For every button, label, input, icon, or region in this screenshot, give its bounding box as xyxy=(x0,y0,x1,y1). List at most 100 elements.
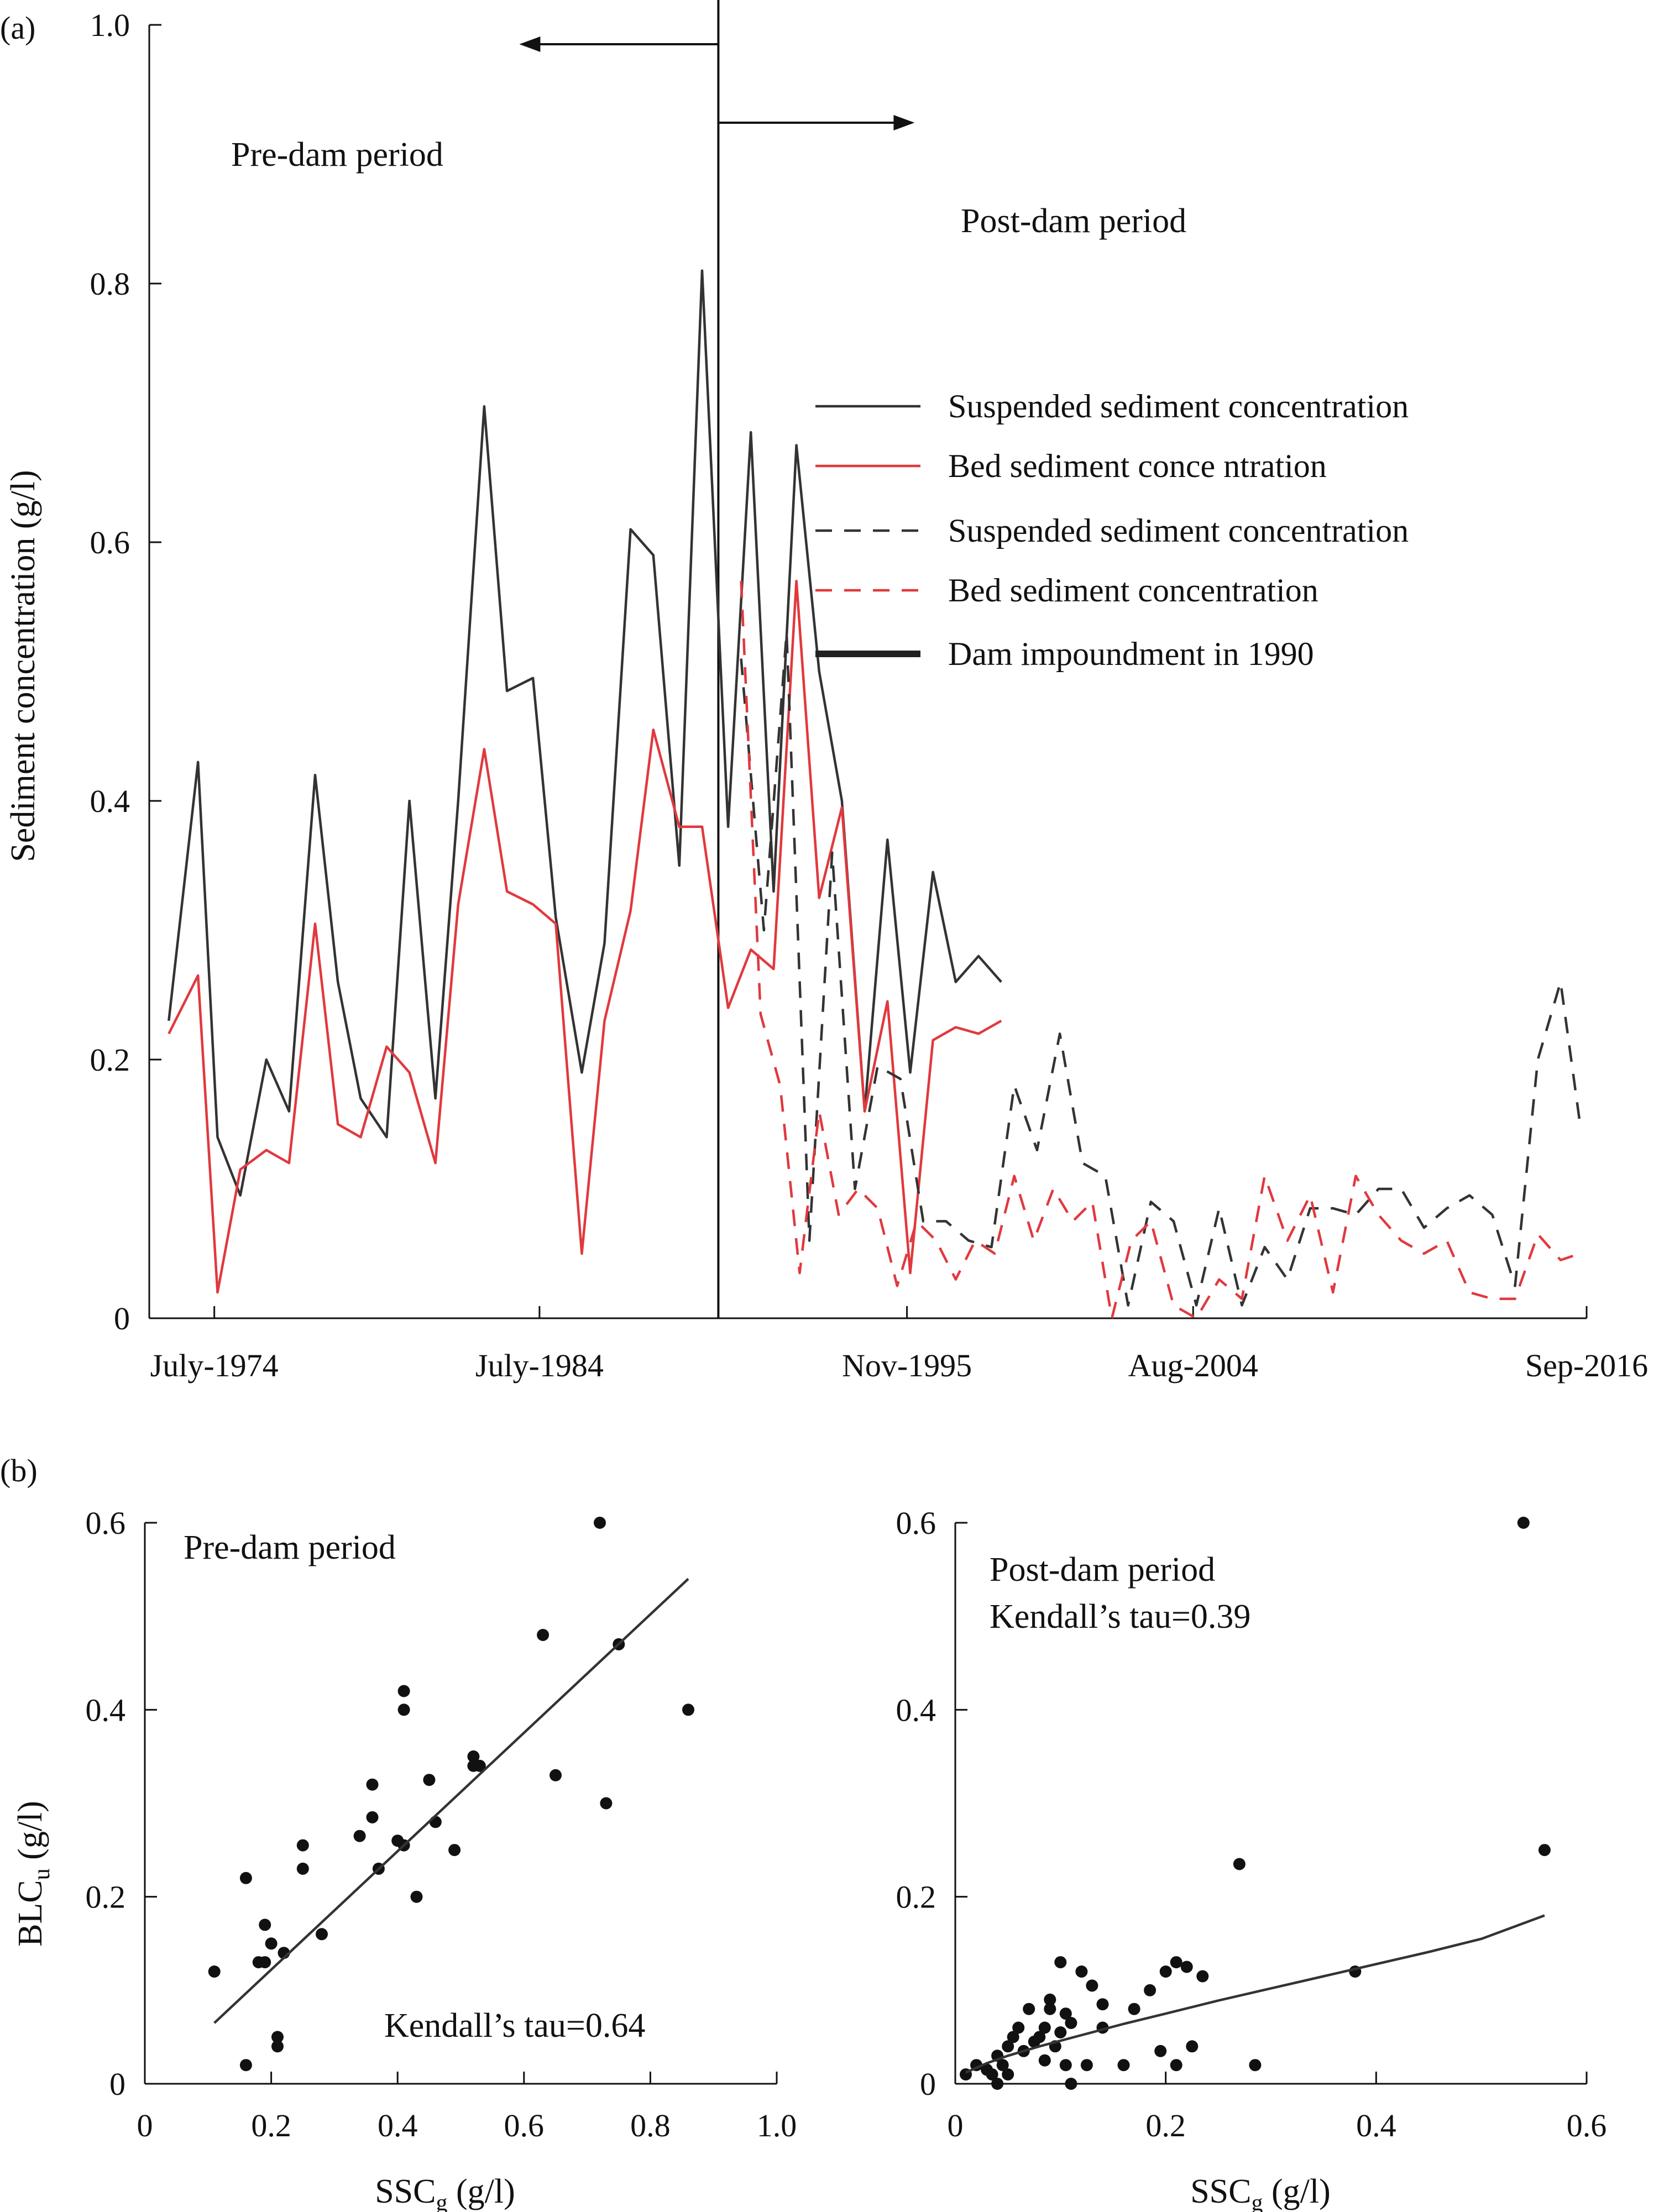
y-tick-label: 0 xyxy=(920,2066,936,2102)
scatter-point xyxy=(353,1830,366,1842)
scatter-point xyxy=(1044,1993,1056,2006)
x-axis-label-b1: SSCg (g/l) xyxy=(375,2173,515,2212)
scatter-point xyxy=(473,1759,486,1772)
x-tick-label: 0.2 xyxy=(251,2108,291,2143)
y-tick-label-a: 0.6 xyxy=(90,525,130,560)
scatter-point xyxy=(1080,2059,1093,2072)
scatter-point xyxy=(1154,2045,1167,2057)
scatter-point xyxy=(1038,2021,1051,2034)
y-tick-label-a: 1.0 xyxy=(90,7,130,43)
y-tick-label: 0.2 xyxy=(896,1879,936,1915)
panel-label-b: (b) xyxy=(0,1453,38,1488)
legend-label-1: Bed sediment conce ntration xyxy=(948,448,1327,484)
scatter-point xyxy=(423,1774,436,1786)
scatter-point xyxy=(1144,1984,1157,1996)
x-tick-label-a: Nov-1995 xyxy=(842,1348,972,1383)
scatter-point xyxy=(1065,2078,1077,2090)
series-line-1 xyxy=(168,579,1002,1294)
x-tick-label-a: July-1974 xyxy=(150,1348,279,1383)
scatter-point xyxy=(429,1816,442,1828)
scatter-point xyxy=(1086,1979,1098,1992)
scatter-point xyxy=(397,1703,410,1716)
y-tick-label: 0.6 xyxy=(896,1505,936,1541)
scatter-point xyxy=(316,1928,328,1941)
fit-line xyxy=(213,1577,689,2024)
scatter-point xyxy=(410,1890,423,1903)
scatter-point xyxy=(1180,1961,1193,1973)
scatter-chart-pre: BLCu (g/l) SSCg (g/l) Pre-dam period Ken… xyxy=(12,1505,797,2212)
scatter-point xyxy=(594,1517,606,1529)
y-axis-label-a: Sediment concentration (g/l) xyxy=(4,470,42,862)
scatter-point xyxy=(271,2031,284,2043)
y-tick-label-a: 0.8 xyxy=(90,266,130,302)
scatter-point xyxy=(1538,1844,1551,1857)
scatter-point xyxy=(1054,1956,1067,1969)
scatter-point xyxy=(239,2059,252,2072)
y-tick-label: 0.4 xyxy=(86,1692,126,1728)
y-tick-label-a: 0.2 xyxy=(90,1042,130,1078)
scatter-point xyxy=(1233,1858,1246,1870)
y-tick-label: 0.6 xyxy=(86,1505,126,1541)
x-tick-label: 0.2 xyxy=(1145,2108,1186,2143)
legend-label-2: Suspended sediment concentration xyxy=(948,512,1409,549)
legend-label-4: Dam impoundment in 1990 xyxy=(948,636,1314,672)
scatter-point xyxy=(1517,1517,1530,1529)
y-tick-label: 0 xyxy=(109,2066,125,2102)
scatter-chart-post: SSCg (g/l) Post-dam period Kendall’s tau… xyxy=(896,1505,1607,2212)
scatter-point xyxy=(1002,2068,1014,2081)
scatter-point xyxy=(1186,2040,1199,2053)
legend-label-3: Bed sediment concentration xyxy=(948,572,1318,609)
fit-line xyxy=(965,1914,1545,2074)
y-tick-label: 0.2 xyxy=(86,1879,126,1915)
x-tick-label: 1.0 xyxy=(757,2108,797,2143)
scatter-point xyxy=(1012,2021,1025,2034)
x-tick-label: 0.6 xyxy=(1567,2108,1607,2143)
scatter-point xyxy=(1170,1956,1182,1969)
x-axis-label-b2: SSCg (g/l) xyxy=(1190,2173,1331,2212)
annotation-post-dam-b: Post-dam period xyxy=(990,1551,1215,1589)
scatter-point xyxy=(296,1839,309,1852)
scatter-point xyxy=(1159,1965,1172,1978)
scatter-point xyxy=(1023,2003,1035,2015)
scatter-point xyxy=(1002,2040,1014,2053)
scatter-point xyxy=(366,1778,379,1791)
scatter-point xyxy=(467,1750,480,1763)
scatter-point xyxy=(996,2059,1009,2072)
scatter-point xyxy=(1054,2026,1067,2038)
y-tick-label-a: 0.4 xyxy=(90,783,130,819)
scatter-point xyxy=(682,1703,694,1716)
scatter-point xyxy=(265,1937,278,1950)
scatter-point xyxy=(259,1919,271,1931)
annotation-pre-dam-b: Pre-dam period xyxy=(184,1529,396,1566)
scatter-point xyxy=(1065,2017,1077,2029)
scatter-point xyxy=(1128,2003,1140,2015)
scatter-point xyxy=(550,1769,562,1781)
scatter-point xyxy=(986,2068,998,2081)
annotation-pre-dam: Pre-dam period xyxy=(231,136,443,174)
x-tick-label: 0.4 xyxy=(1356,2108,1396,2143)
arrow-right-head xyxy=(893,115,915,130)
x-tick-label-a: Aug-2004 xyxy=(1128,1348,1258,1383)
arrow-left-head xyxy=(519,36,541,52)
series-line-3 xyxy=(740,581,1581,1320)
series-line-2 xyxy=(740,631,1582,1307)
x-tick-label-a: July-1984 xyxy=(475,1348,604,1383)
scatter-point xyxy=(239,1872,252,1884)
annotation-post-dam: Post-dam period xyxy=(961,202,1186,240)
x-tick-label: 0.8 xyxy=(630,2108,671,2143)
legend-label-0: Suspended sediment concentration xyxy=(948,388,1409,424)
scatter-point xyxy=(991,2078,1004,2090)
scatter-point xyxy=(1007,2031,1019,2043)
scatter-point xyxy=(1038,2054,1051,2067)
scatter-point xyxy=(296,1862,309,1875)
scatter-point xyxy=(1059,2007,1072,2020)
scatter-point xyxy=(600,1797,613,1810)
scatter-point xyxy=(1044,2003,1056,2015)
kendall-tau-pre: Kendall’s tau=0.64 xyxy=(384,2007,645,2045)
x-tick-label: 0.4 xyxy=(378,2108,418,2143)
scatter-point xyxy=(208,1965,221,1978)
panel-label-a: (a) xyxy=(0,10,35,46)
scatter-point xyxy=(271,2040,284,2053)
y-tick-label-a: 0 xyxy=(114,1301,130,1336)
